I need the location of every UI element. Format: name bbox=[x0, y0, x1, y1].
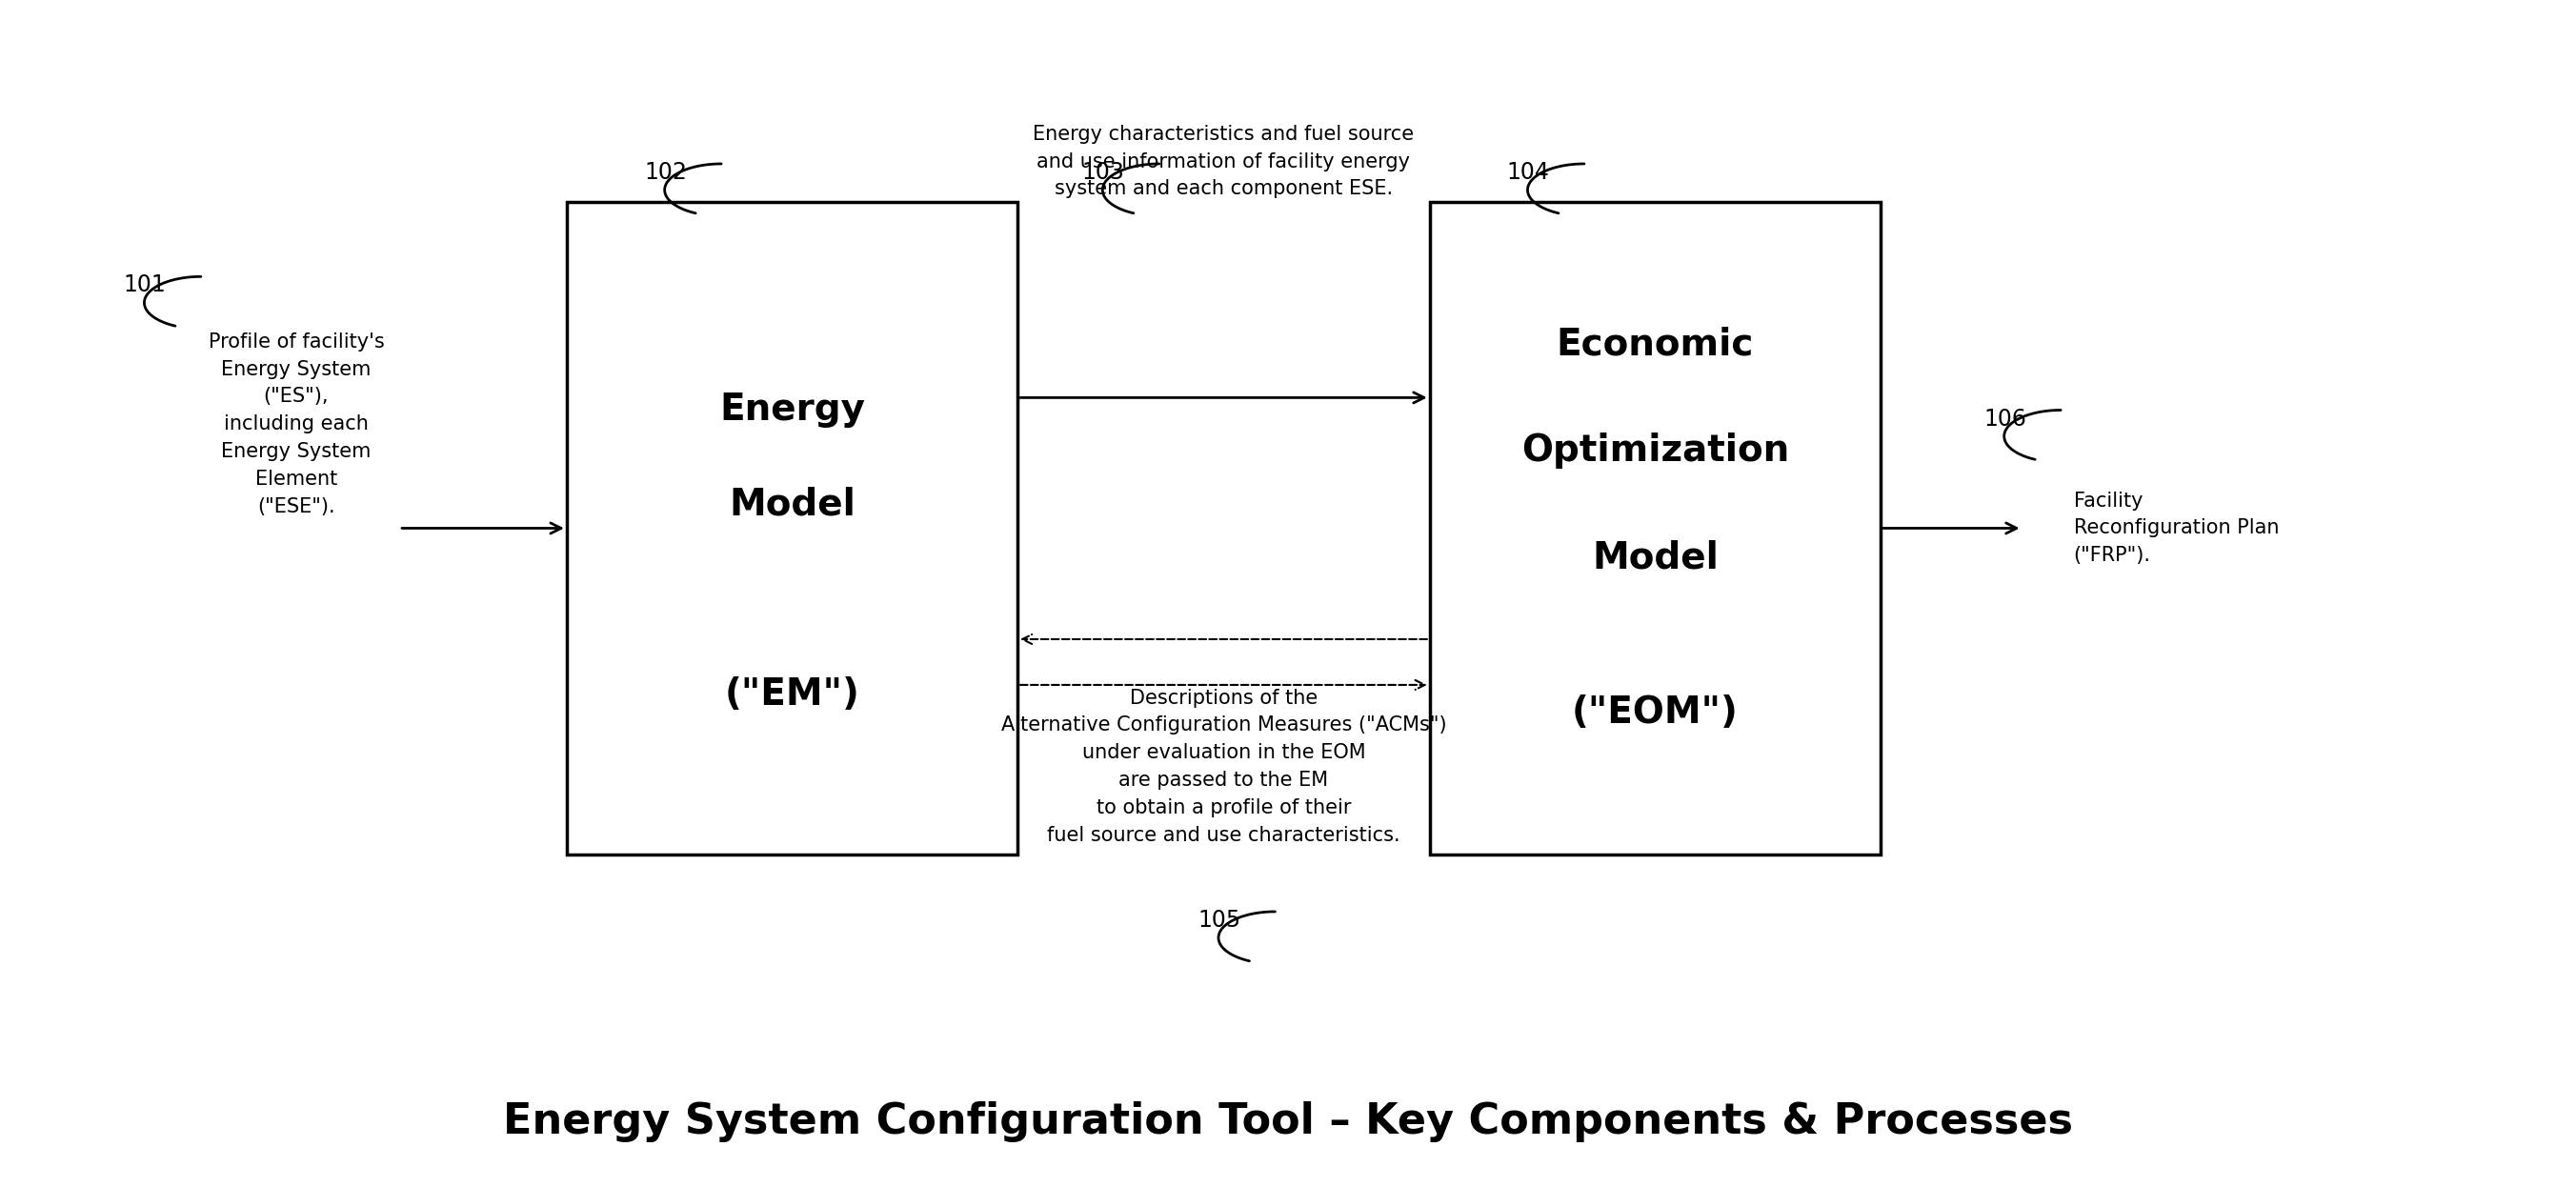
Text: Model: Model bbox=[1592, 540, 1718, 576]
FancyBboxPatch shape bbox=[567, 202, 1018, 855]
Text: Energy System Configuration Tool – Key Components & Processes: Energy System Configuration Tool – Key C… bbox=[502, 1102, 2074, 1142]
Text: Model: Model bbox=[729, 487, 855, 522]
Text: ("EM"): ("EM") bbox=[724, 677, 860, 712]
Text: 102: 102 bbox=[644, 161, 688, 184]
Text: 103: 103 bbox=[1082, 161, 1126, 184]
Text: Economic: Economic bbox=[1556, 326, 1754, 362]
Text: Descriptions of the
Alternative Configuration Measures ("ACMs")
under evaluation: Descriptions of the Alternative Configur… bbox=[1002, 688, 1445, 845]
Text: Optimization: Optimization bbox=[1520, 433, 1790, 469]
Text: 106: 106 bbox=[1984, 407, 2027, 430]
FancyBboxPatch shape bbox=[1430, 202, 1880, 855]
Text: Energy: Energy bbox=[719, 392, 866, 427]
Text: Energy characteristics and fuel source
and use information of facility energy
sy: Energy characteristics and fuel source a… bbox=[1033, 125, 1414, 198]
Text: 104: 104 bbox=[1507, 161, 1551, 184]
Text: 105: 105 bbox=[1198, 909, 1242, 932]
Text: ("EOM"): ("EOM") bbox=[1571, 694, 1739, 730]
Text: 101: 101 bbox=[124, 274, 167, 297]
Text: Profile of facility's
Energy System
("ES"),
including each
Energy System
Element: Profile of facility's Energy System ("ES… bbox=[209, 332, 384, 516]
Text: Facility
Reconfiguration Plan
("FRP").: Facility Reconfiguration Plan ("FRP"). bbox=[2074, 491, 2280, 565]
